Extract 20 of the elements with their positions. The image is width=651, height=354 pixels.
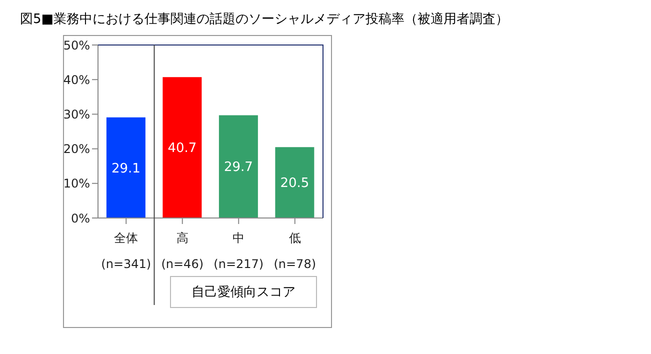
bar: [162, 77, 202, 218]
y-tick-label: 30%: [63, 107, 90, 122]
y-tick-label: 10%: [63, 176, 90, 191]
y-tick-label: 50%: [63, 38, 90, 52]
x-tick-label: 低 (n=78): [274, 231, 316, 271]
x-axis-title: 自己愛傾向スコア: [170, 276, 317, 308]
chart-title: 図5■業務中における仕事関連の話題のソーシャルメディア投稿率（被適用者調査）: [20, 11, 509, 28]
data-label: 20.5: [280, 176, 310, 192]
bar: [275, 147, 314, 218]
y-tick-label: 20%: [63, 142, 90, 156]
data-label: 29.1: [111, 161, 140, 176]
data-label: 29.7: [224, 160, 253, 176]
x-tick-label: 中 (n=217): [214, 231, 264, 271]
x-tick-label: 高 (n=46): [161, 231, 204, 271]
y-tick-label: 40%: [63, 72, 90, 87]
y-tick-label: 0%: [70, 211, 90, 226]
data-label: 40.7: [168, 141, 197, 156]
bar: [106, 117, 146, 218]
bar: [218, 115, 258, 218]
x-tick-label: 全体 (n=341): [101, 231, 152, 271]
